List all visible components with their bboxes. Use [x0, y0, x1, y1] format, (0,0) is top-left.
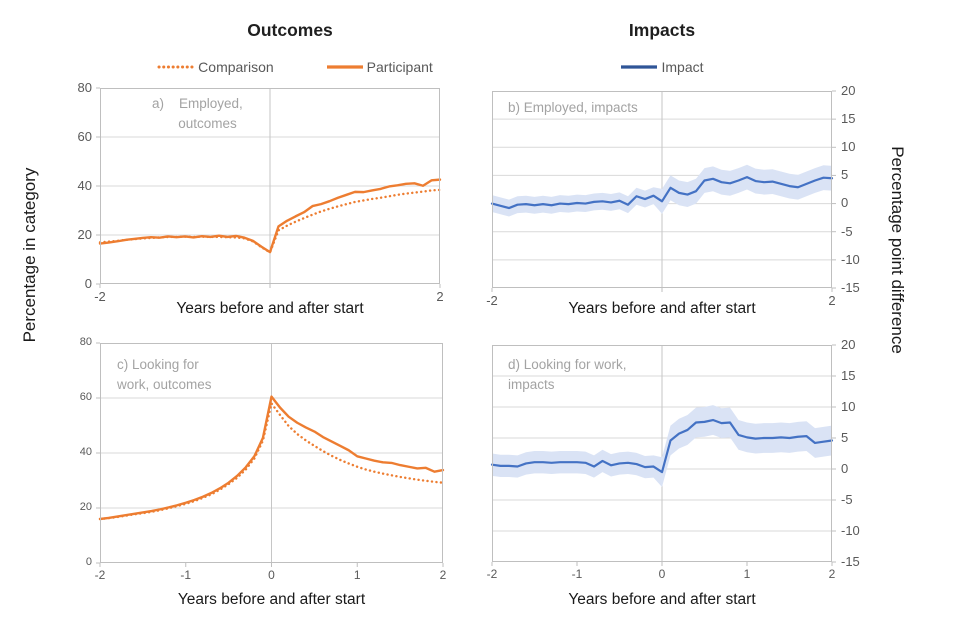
legend-label-comparison: Comparison [198, 59, 274, 75]
plot-border [100, 88, 440, 284]
right-y-axis-title: Percentage point difference [888, 146, 907, 354]
x-tick-label-a: 2 [436, 289, 444, 304]
x-axis-title-chart-d: Years before and after start [568, 591, 756, 608]
y-tick-label-c: 0 [85, 555, 92, 568]
outcomes-column-title: Outcomes [247, 20, 333, 40]
x-axis-title-chart-c: Years before and after start [177, 591, 366, 608]
left-y-axis-title: Percentage in category [20, 167, 39, 343]
y-tick-label-d: 5 [841, 429, 849, 445]
x-axis-title-chart-a: Years before and after start [176, 300, 364, 317]
y-tick-label-b: -15 [841, 279, 860, 295]
x-tick-label-b: -2 [486, 293, 498, 308]
confidence-band [492, 405, 832, 487]
y-tick-label-a: 80 [77, 79, 92, 95]
y-tick-label-b: -10 [841, 251, 860, 267]
panel-label-d: d) Looking for work, impacts [508, 357, 627, 392]
legend-label-impact: Impact [661, 59, 704, 75]
y-tick-label-d: -10 [841, 522, 860, 538]
participant-line [98, 178, 442, 254]
y-tick-label-a: 60 [77, 128, 92, 144]
y-tick-label-b: 20 [841, 82, 856, 98]
y-tick-label-d: 15 [841, 367, 856, 383]
participant-line [98, 395, 445, 521]
x-tick-label-b: 2 [828, 293, 836, 308]
x-tick-label-d: 0 [658, 567, 666, 581]
x-tick-label-d: 1 [743, 567, 751, 581]
legend-label-participant: Participant [366, 59, 433, 75]
y-tick-label-b: 15 [841, 110, 856, 126]
x-tick-label-d: -1 [571, 567, 583, 581]
x-tick-label-a: -2 [94, 289, 106, 304]
plot-border [492, 91, 832, 288]
chart-a-plot [96, 87, 442, 288]
impact-line [490, 176, 834, 210]
impacts-legend: Impact [492, 58, 832, 76]
impacts-column-title: Impacts [628, 20, 696, 40]
chart-b-plot [490, 90, 836, 292]
chart-d-plot [490, 344, 836, 566]
plot-border [492, 345, 832, 562]
y-tick-label-b: 10 [841, 139, 856, 155]
y-tick-label-d: -5 [841, 491, 853, 507]
legend-item-participant: Participant [326, 59, 433, 75]
y-tick-label-a: 0 [84, 275, 92, 291]
plot-border [100, 343, 443, 563]
y-tick-label-d: 0 [841, 460, 849, 476]
y-tick-label-b: 5 [841, 167, 849, 183]
chart-c-plot [96, 342, 445, 567]
y-tick-label-d: -15 [841, 553, 860, 569]
x-tick-label-c: 1 [353, 568, 361, 582]
x-tick-label-c: 2 [439, 568, 447, 582]
participant-solid-line-icon [326, 65, 363, 69]
panel-label-b: b) Employed, impacts [508, 100, 638, 115]
y-tick-label-c: 80 [79, 335, 92, 348]
legend-item-impact: Impact [620, 59, 704, 75]
y-tick-label-d: 10 [841, 398, 856, 414]
y-tick-label-b: -5 [841, 223, 853, 239]
x-axis-title-chart-b: Years before and after start [568, 300, 756, 317]
y-tick-label-a: 20 [77, 226, 92, 242]
panel-label-a: a) Employed, outcomes [152, 96, 243, 131]
x-tick-label-c: 0 [268, 568, 275, 582]
y-tick-label-c: 20 [79, 500, 92, 513]
panel-label-c: c) Looking for work, outcomes [117, 357, 212, 392]
y-tick-label-a: 40 [77, 177, 92, 193]
y-tick-label-d: 20 [841, 336, 856, 352]
x-tick-label-c: -1 [180, 568, 192, 582]
impact-line [490, 418, 834, 474]
y-tick-label-c: 40 [79, 445, 92, 458]
legend-item-comparison: Comparison [157, 59, 274, 75]
x-tick-label-d: 2 [828, 567, 836, 581]
x-tick-label-c: -2 [94, 568, 106, 582]
x-tick-label-d: -2 [486, 567, 498, 581]
impact-solid-line-icon [621, 65, 658, 69]
outcomes-legend: Comparison Participant [100, 58, 490, 76]
y-tick-label-c: 60 [79, 390, 92, 403]
comparison-dotted-line-icon [157, 65, 195, 69]
y-tick-label-b: 0 [841, 195, 849, 211]
